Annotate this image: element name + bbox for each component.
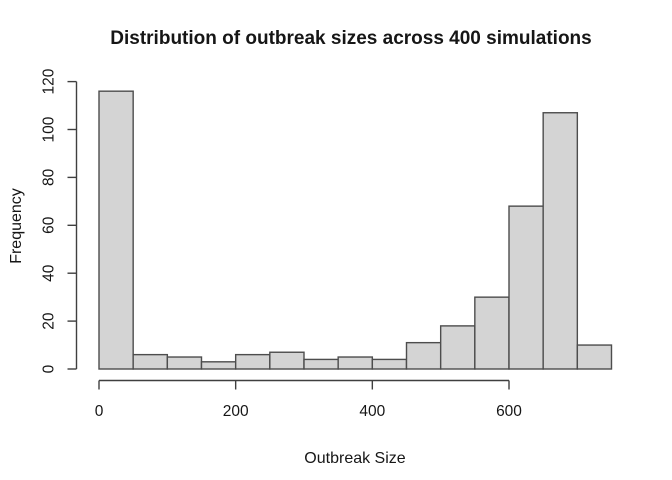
y-axis-tick-label: 60 — [41, 216, 58, 234]
histogram-bar — [303, 358, 339, 370]
histogram-bar — [439, 325, 476, 370]
x-axis-tick-label: 200 — [223, 403, 249, 420]
histogram-bar — [371, 358, 408, 370]
histogram-bar — [234, 353, 271, 370]
histogram-bar — [474, 296, 510, 370]
histogram-bar — [576, 344, 613, 370]
histogram-bar — [269, 351, 305, 370]
histogram-bar — [132, 353, 169, 370]
y-axis-title: Frequency — [8, 188, 25, 264]
y-axis-tick-label: 120 — [41, 68, 58, 94]
histogram-bar — [508, 205, 544, 370]
y-axis-tick-label: 80 — [41, 168, 58, 186]
y-axis-tick-label: 0 — [41, 364, 58, 373]
x-axis-title: Outbreak Size — [304, 450, 406, 467]
x-axis-tick-label: 0 — [95, 403, 104, 420]
x-axis-tick-label: 400 — [359, 403, 385, 420]
y-axis-tick-label: 40 — [41, 264, 58, 282]
y-axis-tick-label: 20 — [41, 312, 58, 330]
y-axis-tick-label: 100 — [41, 116, 58, 142]
x-axis-tick-label: 600 — [496, 403, 522, 420]
histogram-bar — [166, 356, 203, 370]
histogram-bar — [98, 90, 134, 370]
histogram-bar — [200, 361, 237, 370]
histogram-bar — [337, 356, 374, 370]
histogram-bar — [405, 341, 442, 370]
chart-title: Distribution of outbreak sizes across 40… — [110, 28, 592, 49]
histogram-bar — [542, 112, 579, 370]
